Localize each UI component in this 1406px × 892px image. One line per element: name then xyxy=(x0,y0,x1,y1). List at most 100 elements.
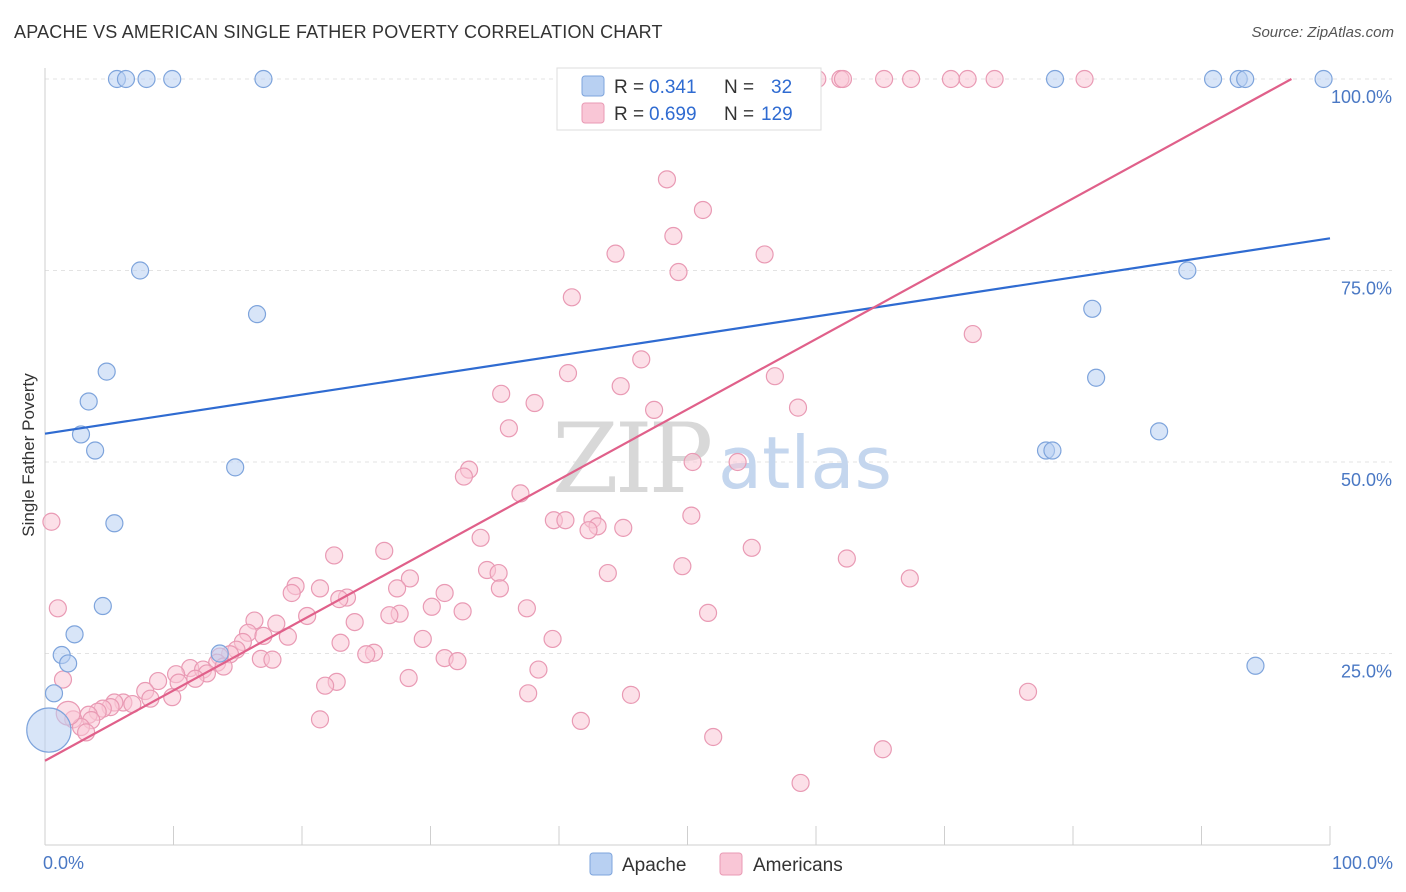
data-point-americans xyxy=(454,467,474,486)
data-point-apache xyxy=(93,596,112,616)
data-point-americans xyxy=(543,629,562,649)
data-point-americans xyxy=(985,69,1004,89)
data-point-americans xyxy=(673,557,692,576)
grid xyxy=(45,78,1392,654)
data-point-apache xyxy=(1314,69,1333,89)
legend-swatch-americans xyxy=(581,102,605,124)
legend-r-value-apache: 0.341 xyxy=(649,77,697,98)
data-point-apache xyxy=(1178,261,1197,280)
data-point-apache xyxy=(1087,368,1106,387)
data-point-americans xyxy=(282,583,301,603)
data-point-americans xyxy=(704,727,723,747)
data-point-americans xyxy=(958,69,977,89)
data-point-americans xyxy=(657,170,677,189)
data-point-apache xyxy=(1236,69,1255,89)
legend-swatch-americans xyxy=(719,852,743,876)
data-point-apache xyxy=(86,441,105,460)
data-point-americans xyxy=(833,69,853,89)
data-point-americans xyxy=(263,650,282,669)
data-point-americans xyxy=(788,398,808,417)
data-point-apache xyxy=(163,69,182,89)
data-point-americans xyxy=(742,538,761,557)
data-point-americans xyxy=(693,200,713,220)
data-point-americans xyxy=(558,364,578,383)
data-point-americans xyxy=(571,711,590,731)
data-point-americans xyxy=(331,633,350,652)
legend-n-label: N = xyxy=(724,77,754,98)
data-point-apache xyxy=(130,261,150,280)
data-point-americans xyxy=(632,350,651,369)
data-point-americans xyxy=(669,262,688,282)
data-point-americans xyxy=(525,393,544,413)
data-point-apache xyxy=(65,625,84,644)
data-point-apache xyxy=(44,684,64,703)
data-point-americans xyxy=(380,606,399,625)
data-point-americans xyxy=(448,652,467,671)
source-credit: Source: ZipAtlas.com xyxy=(1251,24,1394,41)
series-legend: Apache Americans xyxy=(589,852,843,876)
y-tick-label: 50.0% xyxy=(1341,470,1392,490)
data-point-americans xyxy=(511,484,530,503)
data-point-americans xyxy=(606,244,625,263)
data-point-americans xyxy=(471,528,490,547)
data-point-apache xyxy=(226,458,245,477)
legend-label-americans: Americans xyxy=(753,855,843,876)
x-tick-label: 100.0% xyxy=(1332,853,1393,873)
data-point-apache xyxy=(105,514,124,533)
data-point-americans xyxy=(148,671,168,691)
data-point-americans xyxy=(901,69,921,89)
data-point-apache xyxy=(26,707,72,753)
data-point-apache xyxy=(116,69,136,89)
data-point-americans xyxy=(664,226,683,246)
legend-n-value-americans: 129 xyxy=(761,104,793,125)
data-point-americans xyxy=(873,740,892,759)
y-axis-label: Single Father Poverty xyxy=(19,373,38,537)
data-point-americans xyxy=(316,676,335,695)
data-point-americans xyxy=(1018,682,1038,701)
data-point-americans xyxy=(900,569,919,588)
trend-lines xyxy=(44,78,1331,762)
data-points xyxy=(26,69,1333,793)
data-point-apache xyxy=(1149,422,1169,441)
data-point-americans xyxy=(345,612,364,632)
data-point-americans xyxy=(621,685,641,704)
watermark-atlas: atlas xyxy=(718,421,892,505)
data-point-apache xyxy=(254,69,273,89)
legend-n-value-apache: 32 xyxy=(771,77,792,98)
data-point-americans xyxy=(499,419,518,438)
legend-swatch-apache xyxy=(581,75,605,97)
data-point-americans xyxy=(42,512,61,531)
data-point-americans xyxy=(422,597,441,616)
data-point-americans xyxy=(310,579,330,598)
legend-n-label: N = xyxy=(724,104,754,125)
data-point-americans xyxy=(519,684,538,703)
data-point-apache xyxy=(137,69,156,89)
data-point-americans xyxy=(1075,69,1094,89)
data-point-americans xyxy=(765,367,784,386)
data-point-americans xyxy=(413,629,432,649)
data-point-americans xyxy=(325,546,344,565)
data-point-americans xyxy=(529,660,548,679)
data-point-americans xyxy=(579,521,598,540)
y-tick-label: 25.0% xyxy=(1341,662,1392,682)
data-point-americans xyxy=(598,563,617,583)
data-point-americans xyxy=(644,400,664,420)
legend-swatch-apache xyxy=(589,852,613,876)
data-point-americans xyxy=(357,645,376,664)
data-point-americans xyxy=(698,603,718,623)
legend-r-label: R = xyxy=(614,77,644,98)
data-point-americans xyxy=(489,563,508,583)
data-point-apache xyxy=(1246,656,1265,675)
data-point-apache xyxy=(1045,69,1065,89)
legend-row-americans: R = 0.699 N = 129 xyxy=(581,102,793,125)
data-point-americans xyxy=(435,583,454,603)
data-point-americans xyxy=(941,69,961,89)
data-point-americans xyxy=(399,668,418,688)
data-point-americans xyxy=(492,384,511,403)
data-point-americans xyxy=(614,518,633,537)
data-point-americans xyxy=(556,511,575,530)
data-point-apache xyxy=(210,644,229,663)
tick-labels: 25.0% 50.0% 75.0% 100.0% 0.0% 100.0% xyxy=(43,87,1393,873)
data-point-americans xyxy=(48,599,67,618)
legend-r-value-americans: 0.699 xyxy=(649,104,697,125)
